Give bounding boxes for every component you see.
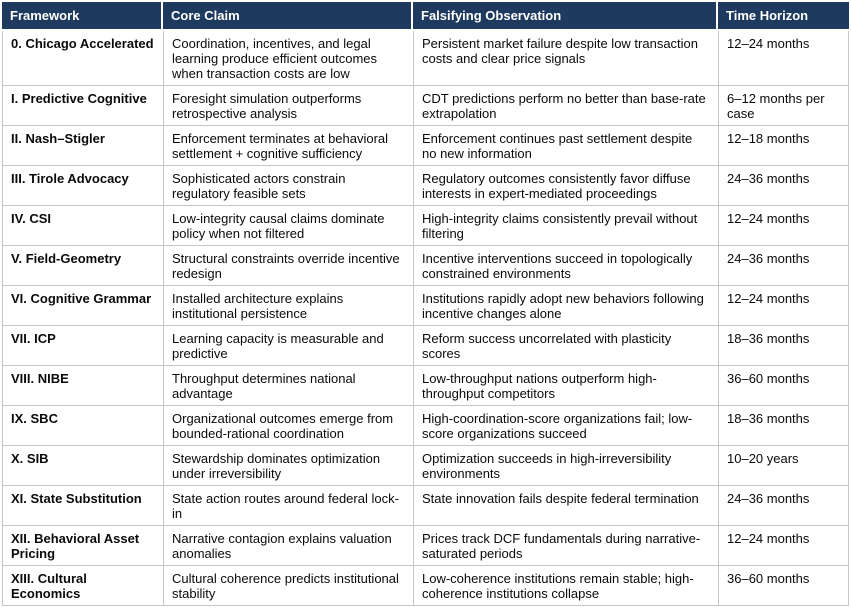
table-row: II. Nash–Stigler Enforcement terminates …: [2, 126, 849, 166]
column-header-core-claim: Core Claim: [163, 2, 413, 31]
framework-cell: XIII. Cultural Economics: [2, 566, 163, 606]
time-horizon-cell: 12–18 months: [718, 126, 849, 166]
core-claim-cell: Structural constraints override incentiv…: [163, 246, 413, 286]
time-horizon-cell: 12–24 months: [718, 286, 849, 326]
table-row: XI. State Substitution State action rout…: [2, 486, 849, 526]
time-horizon-cell: 24–36 months: [718, 486, 849, 526]
framework-cell: 0. Chicago Accelerated: [2, 31, 163, 86]
core-claim-cell: Enforcement terminates at behavioral set…: [163, 126, 413, 166]
framework-cell: V. Field-Geometry: [2, 246, 163, 286]
framework-cell: VIII. NIBE: [2, 366, 163, 406]
core-claim-cell: Throughput determines national advantage: [163, 366, 413, 406]
falsifying-observation-cell: Low-coherence institutions remain stable…: [413, 566, 718, 606]
table-row: VIII. NIBE Throughput determines nationa…: [2, 366, 849, 406]
falsifying-observation-cell: Persistent market failure despite low tr…: [413, 31, 718, 86]
falsifying-observation-cell: Low-throughput nations outperform high-t…: [413, 366, 718, 406]
column-header-framework: Framework: [2, 2, 163, 31]
core-claim-cell: Cultural coherence predicts institutiona…: [163, 566, 413, 606]
core-claim-cell: Stewardship dominates optimization under…: [163, 446, 413, 486]
falsifying-observation-cell: Enforcement continues past settlement de…: [413, 126, 718, 166]
time-horizon-cell: 36–60 months: [718, 366, 849, 406]
falsifying-observation-cell: Prices track DCF fundamentals during nar…: [413, 526, 718, 566]
framework-cell: IX. SBC: [2, 406, 163, 446]
time-horizon-cell: 36–60 months: [718, 566, 849, 606]
falsifying-observation-cell: High-integrity claims consistently preva…: [413, 206, 718, 246]
time-horizon-cell: 18–36 months: [718, 406, 849, 446]
falsifying-observation-cell: Incentive interventions succeed in topol…: [413, 246, 718, 286]
header-row: Framework Core Claim Falsifying Observat…: [2, 2, 849, 31]
core-claim-cell: Learning capacity is measurable and pred…: [163, 326, 413, 366]
time-horizon-cell: 12–24 months: [718, 31, 849, 86]
core-claim-cell: Foresight simulation outperforms retrosp…: [163, 86, 413, 126]
time-horizon-cell: 12–24 months: [718, 206, 849, 246]
core-claim-cell: Coordination, incentives, and legal lear…: [163, 31, 413, 86]
time-horizon-cell: 18–36 months: [718, 326, 849, 366]
time-horizon-cell: 10–20 years: [718, 446, 849, 486]
table-row: 0. Chicago Accelerated Coordination, inc…: [2, 31, 849, 86]
framework-cell: XII. Behavioral Asset Pricing: [2, 526, 163, 566]
table-row: XII. Behavioral Asset Pricing Narrative …: [2, 526, 849, 566]
framework-cell: XI. State Substitution: [2, 486, 163, 526]
time-horizon-cell: 24–36 months: [718, 246, 849, 286]
falsifying-observation-cell: Reform success uncorrelated with plastic…: [413, 326, 718, 366]
table-row: IX. SBC Organizational outcomes emerge f…: [2, 406, 849, 446]
falsifying-observation-cell: Regulatory outcomes consistently favor d…: [413, 166, 718, 206]
table-row: I. Predictive Cognitive Foresight simula…: [2, 86, 849, 126]
table-row: VI. Cognitive Grammar Installed architec…: [2, 286, 849, 326]
falsifying-observation-cell: Institutions rapidly adopt new behaviors…: [413, 286, 718, 326]
core-claim-cell: Organizational outcomes emerge from boun…: [163, 406, 413, 446]
falsifying-observation-cell: CDT predictions perform no better than b…: [413, 86, 718, 126]
core-claim-cell: Sophisticated actors constrain regulator…: [163, 166, 413, 206]
framework-cell: IV. CSI: [2, 206, 163, 246]
table-row: X. SIB Stewardship dominates optimizatio…: [2, 446, 849, 486]
core-claim-cell: Low-integrity causal claims dominate pol…: [163, 206, 413, 246]
falsifying-observation-cell: Optimization succeeds in high-irreversib…: [413, 446, 718, 486]
framework-cell: II. Nash–Stigler: [2, 126, 163, 166]
column-header-time-horizon: Time Horizon: [718, 2, 849, 31]
framework-cell: III. Tirole Advocacy: [2, 166, 163, 206]
table-row: V. Field-Geometry Structural constraints…: [2, 246, 849, 286]
table-row: III. Tirole Advocacy Sophisticated actor…: [2, 166, 849, 206]
framework-cell: VI. Cognitive Grammar: [2, 286, 163, 326]
table-row: XIII. Cultural Economics Cultural cohere…: [2, 566, 849, 606]
time-horizon-cell: 12–24 months: [718, 526, 849, 566]
time-horizon-cell: 24–36 months: [718, 166, 849, 206]
falsifying-observation-cell: High-coordination-score organizations fa…: [413, 406, 718, 446]
table-row: VII. ICP Learning capacity is measurable…: [2, 326, 849, 366]
falsifying-observation-cell: State innovation fails despite federal t…: [413, 486, 718, 526]
framework-cell: VII. ICP: [2, 326, 163, 366]
core-claim-cell: Narrative contagion explains valuation a…: [163, 526, 413, 566]
core-claim-cell: Installed architecture explains institut…: [163, 286, 413, 326]
table-row: IV. CSI Low-integrity causal claims domi…: [2, 206, 849, 246]
column-header-falsifying-observation: Falsifying Observation: [413, 2, 718, 31]
time-horizon-cell: 6–12 months per case: [718, 86, 849, 126]
framework-cell: I. Predictive Cognitive: [2, 86, 163, 126]
core-claim-cell: State action routes around federal lock-…: [163, 486, 413, 526]
framework-cell: X. SIB: [2, 446, 163, 486]
